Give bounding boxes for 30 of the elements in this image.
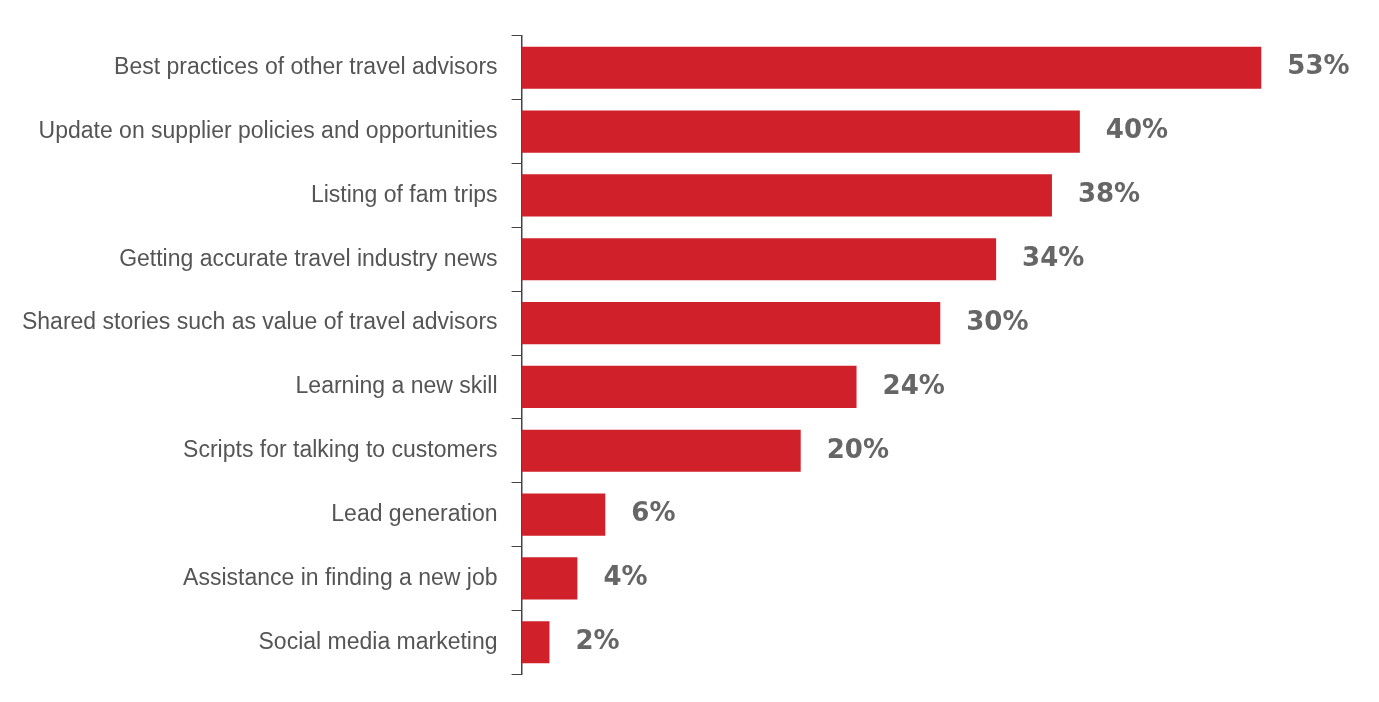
bar: [521, 429, 801, 472]
bar: [521, 365, 857, 408]
y-tick-label: Lead generation: [331, 499, 498, 526]
data-label: 6%: [631, 497, 676, 528]
bar: [521, 46, 1262, 89]
bar: [521, 493, 606, 536]
y-tick-label: Assistance in finding a new job: [183, 563, 498, 590]
y-tick-label: Learning a new skill: [295, 372, 498, 399]
data-label: 4%: [603, 561, 648, 592]
y-tick-label: Listing of fam trips: [310, 180, 498, 207]
data-label: 34%: [1022, 241, 1085, 272]
bar: [521, 557, 578, 600]
data-label: 24%: [882, 369, 945, 400]
y-tick-label: Update on supplier policies and opportunities: [38, 116, 498, 143]
bar: [521, 238, 997, 281]
y-tick-label: Shared stories such as value of travel advisors: [21, 308, 498, 335]
y-tick-label: Social media marketing: [258, 627, 498, 654]
data-label: 40%: [1105, 114, 1169, 145]
data-label: 2%: [575, 625, 620, 656]
y-tick-label: Best practices of other travel advisors: [114, 53, 498, 80]
bar: [521, 621, 550, 664]
y-tick-label: Scripts for talking to customers: [183, 436, 498, 463]
y-tick-label: Getting accurate travel industry news: [119, 244, 498, 271]
bar: [521, 110, 1080, 153]
data-label: 20%: [826, 433, 889, 464]
data-label: 53%: [1287, 50, 1350, 81]
bar: [521, 174, 1052, 217]
bar: [521, 302, 941, 345]
data-label: 30%: [966, 305, 1029, 336]
data-label: 38%: [1077, 178, 1141, 209]
